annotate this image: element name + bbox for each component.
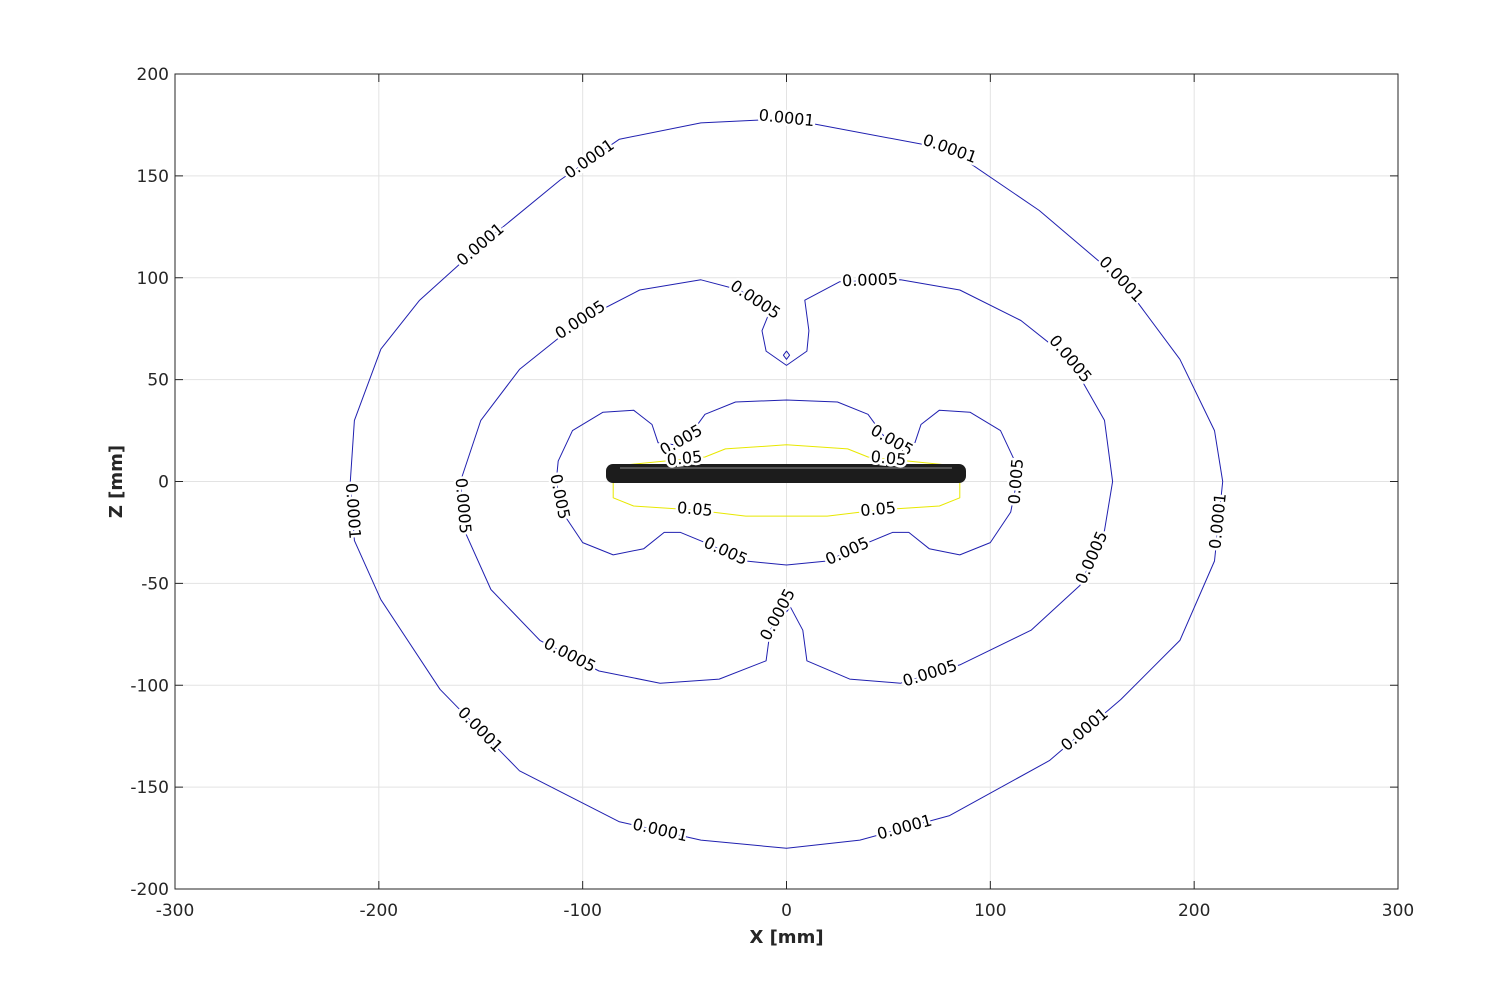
y-tick-label: 0 [158, 473, 169, 493]
contour-label: 0.005 [1004, 458, 1027, 505]
contour-line [612, 444, 961, 517]
y-tick-label: -150 [130, 778, 169, 798]
contour-label: 0.05 [666, 447, 703, 469]
x-tick-label: -100 [563, 901, 602, 921]
contour-label: 0.05 [860, 498, 897, 520]
x-tick-label: 200 [1178, 901, 1210, 921]
x-tick-label: -200 [360, 901, 399, 921]
x-tick-label: 0 [781, 901, 792, 921]
contour-label: 0.05 [870, 447, 907, 469]
y-tick-label: 200 [137, 65, 169, 85]
contour-line [782, 603, 791, 613]
ticks: -300 -200 -100 0 100 200 300-200-150-100-50050… [130, 65, 1414, 921]
x-tick-label: 300 [1382, 901, 1414, 921]
device [606, 464, 966, 483]
grid [174, 73, 1399, 890]
y-tick-label: 100 [137, 269, 169, 289]
x-axis-label: X [mm] [749, 927, 823, 948]
x-tick-label: -300 [156, 901, 195, 921]
contour-label: 0.0001 [342, 482, 365, 539]
contour-label: 0.0005 [842, 269, 899, 290]
y-axis-label: Z [mm] [106, 445, 127, 518]
contours [349, 118, 1224, 849]
y-tick-label: -100 [130, 676, 169, 696]
x-tick-label: 100 [974, 901, 1006, 921]
y-tick-label: -200 [130, 880, 169, 900]
contour-line [349, 118, 1224, 849]
y-tick-label: 150 [137, 167, 169, 187]
y-tick-label: 50 [147, 371, 169, 391]
contour-line [555, 399, 1018, 566]
y-tick-label: -50 [141, 574, 169, 594]
contour-line [459, 279, 1114, 684]
contour-line [782, 350, 791, 360]
device-body [606, 464, 966, 483]
contour-label: 0.05 [676, 498, 713, 520]
